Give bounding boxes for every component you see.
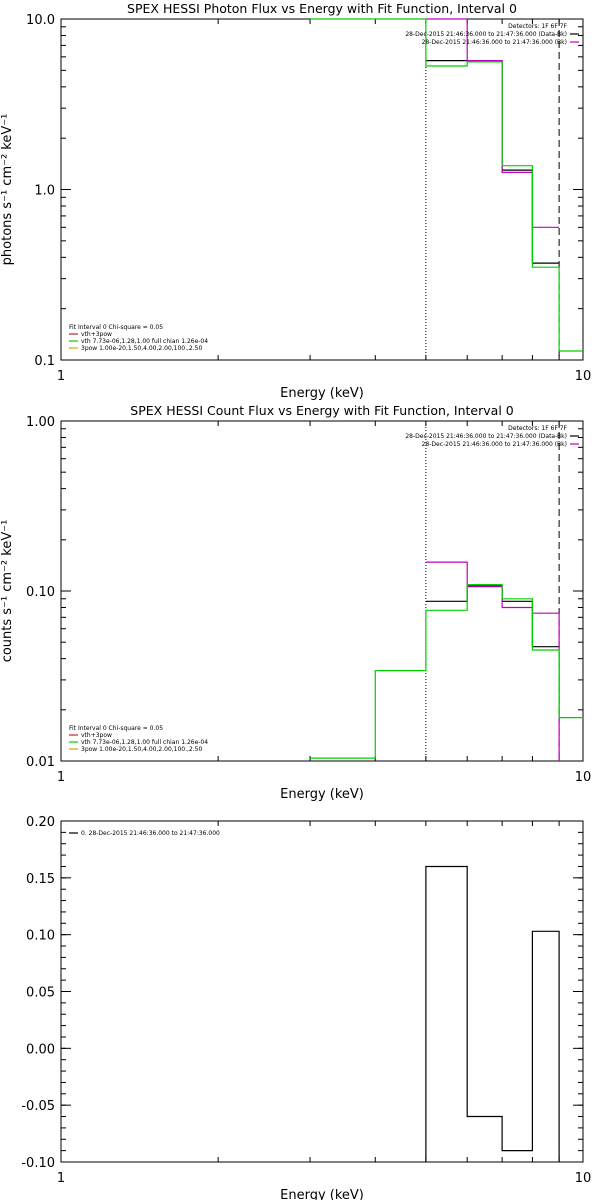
y-tick-label: 1.00	[26, 415, 55, 430]
y-tick-label: 0.00	[26, 1042, 55, 1057]
x-axis-label: Energy (keV)	[280, 787, 364, 802]
series-line-1	[425, 18, 560, 228]
y-tick-label: 0.20	[26, 815, 55, 830]
detectors-label: Detectors: 1F 6F 7F	[508, 23, 567, 30]
chart-title: SPEX HESSI Count Flux vs Energy with Fit…	[130, 403, 513, 418]
legend-entry: 3pow 1.00e-20,1.50,4.00,2.00,100.,2.50	[81, 345, 202, 352]
series-line-0	[425, 585, 560, 648]
plot-frame	[60, 18, 584, 361]
x-tick-label: 1	[57, 1171, 65, 1186]
legend-entry: vth 7.73e-06,1.28,1.00 full chian 1.26e-…	[81, 338, 208, 345]
series-line-2	[310, 583, 583, 759]
detectors-label: Detectors: 1F 6F 7F	[508, 425, 567, 432]
series-line-2	[310, 18, 583, 352]
interval-label: 28-Dec-2015 21:46:36.000 to 21:47:36.000…	[405, 31, 567, 38]
series-line-0	[425, 865, 560, 1162]
x-tick-label: 10	[575, 770, 592, 785]
series-line-1	[425, 561, 560, 761]
legend-entry: vth+3pow	[81, 732, 112, 739]
y-tick-label: -0.10	[21, 1156, 55, 1171]
y-tick-label: 10.0	[26, 13, 55, 28]
y-tick-label: 0.1	[34, 354, 55, 369]
x-tick-label: 1	[57, 770, 65, 785]
interval-label: 28-Dec-2015 21:46:36.000 to 21:47:36.000…	[422, 39, 567, 46]
y-tick-label: 0.15	[26, 872, 55, 887]
x-tick-label: 10	[575, 1171, 592, 1186]
x-tick-label: 10	[575, 369, 592, 384]
y-tick-label: 0.10	[26, 929, 55, 944]
x-axis-label: Energy (keV)	[280, 386, 364, 401]
series-line-0	[425, 59, 560, 264]
y-tick-label: 1.0	[34, 184, 55, 199]
y-axis-label: photons s⁻¹ cm⁻² keV⁻¹	[0, 114, 15, 266]
interval-label: 28-Dec-2015 21:46:36.000 to 21:47:36.000…	[422, 441, 567, 448]
x-axis-label: Energy (keV)	[280, 1188, 364, 1200]
chart-title: SPEX HESSI Photon Flux vs Energy with Fi…	[127, 1, 517, 16]
chart-panel-2: Energy (keV) 1 10 -0.10 -0.05 0.00 0.05 0.10 0.1…	[21, 815, 591, 1200]
plot-frame	[60, 820, 584, 1163]
y-tick-label: -0.05	[21, 1099, 55, 1114]
y-tick-label: 0.01	[26, 755, 55, 770]
legend-entry: vth 7.73e-06,1.28,1.00 full chian 1.26e-…	[81, 739, 208, 746]
plot-frame	[60, 420, 584, 762]
fit-legend-header: Fit Interval 0 Chi-square = 0.05	[69, 324, 163, 331]
chart-panel-0: SPEX HESSI Photon Flux vs Energy with Fi…	[0, 1, 591, 401]
x-tick-label: 1	[57, 369, 65, 384]
y-axis-label: counts s⁻¹ cm⁻² keV⁻¹	[0, 520, 15, 663]
legend-entry: 0. 28-Dec-2015 21:46:36.000 to 21:47:36.…	[81, 830, 220, 837]
interval-label: 28-Dec-2015 21:46:36.000 to 21:47:36.000…	[405, 433, 567, 440]
legend-entry: vth+3pow	[81, 331, 112, 338]
fit-legend-header: Fit Interval 0 Chi-square = 0.05	[69, 725, 163, 732]
y-tick-label: 0.05	[26, 986, 55, 1001]
legend-entry: 3pow 1.00e-20,1.50,4.00,2.00,100.,2.50	[81, 746, 202, 753]
chart-panel-1: SPEX HESSI Count Flux vs Energy with Fit…	[0, 403, 591, 802]
y-tick-label: 0.10	[26, 585, 55, 600]
